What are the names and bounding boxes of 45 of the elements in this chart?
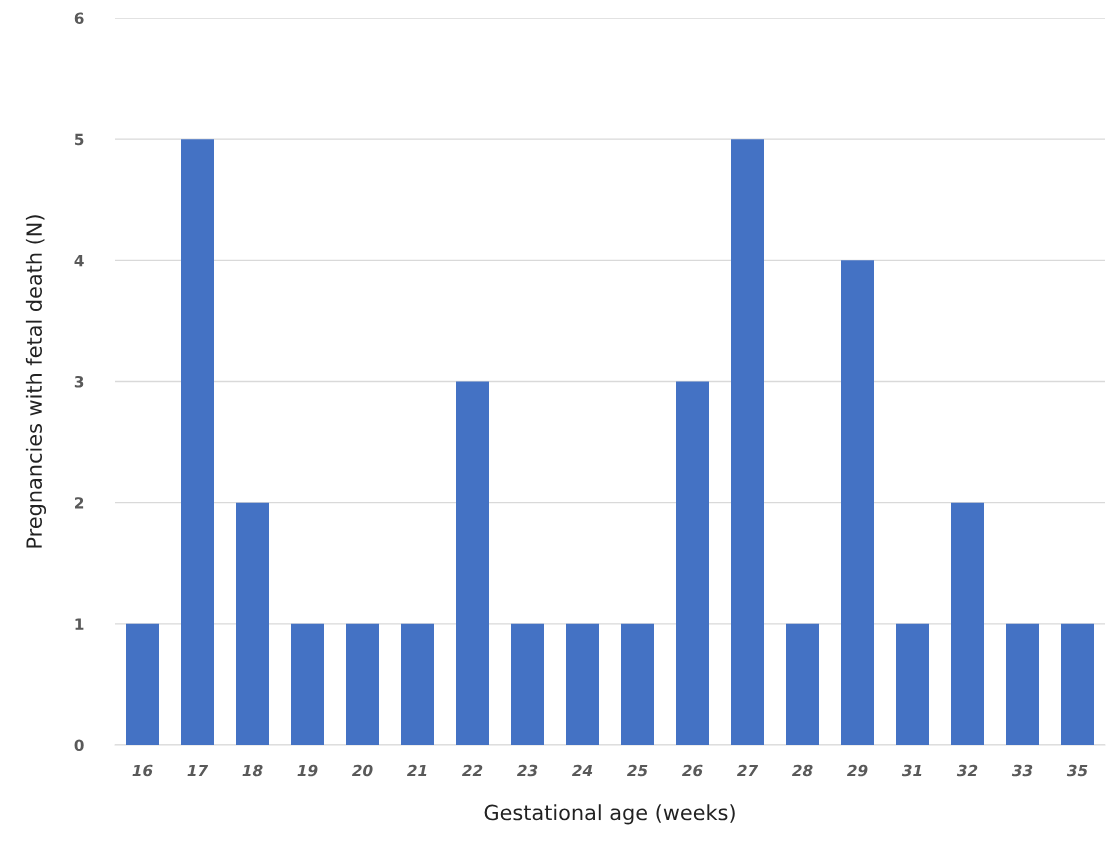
bar <box>236 502 269 745</box>
bar <box>291 623 324 745</box>
x-tick-label: 24 <box>571 764 593 777</box>
x-tick-label: 27 <box>736 764 759 777</box>
bar <box>951 502 984 745</box>
bar <box>181 139 214 745</box>
bar <box>1061 623 1094 745</box>
x-tick-label: 18 <box>242 764 263 777</box>
x-tick-label: 26 <box>681 764 703 777</box>
bar <box>456 381 489 745</box>
bar <box>731 139 764 745</box>
y-tick-label: 6 <box>74 12 84 25</box>
y-tick-label: 1 <box>75 618 84 630</box>
x-tick-label: 25 <box>626 764 648 777</box>
x-tick-label: 33 <box>1011 764 1033 777</box>
bar <box>676 381 709 745</box>
y-axis-title: Pregnancies with fetal death (N) <box>25 215 47 548</box>
bar <box>126 623 159 745</box>
x-tick-label: 16 <box>132 764 153 777</box>
y-tick-label: 3 <box>74 375 84 388</box>
bar <box>1006 623 1039 745</box>
bar <box>346 623 379 745</box>
x-tick-label: 17 <box>187 764 209 777</box>
x-tick-label: 35 <box>1066 764 1088 777</box>
x-tick-label: 28 <box>791 764 813 777</box>
x-tick-label: 20 <box>351 764 373 777</box>
bar <box>566 623 599 745</box>
bar <box>896 623 929 745</box>
bar <box>786 623 819 745</box>
x-tick-label: 23 <box>516 764 538 777</box>
bar <box>511 623 544 745</box>
bar <box>401 623 434 745</box>
x-tick-label: 21 <box>406 764 427 777</box>
bar <box>841 260 874 745</box>
x-tick-label: 31 <box>901 764 922 777</box>
x-tick-label: 22 <box>461 764 483 777</box>
y-tick-label: 0 <box>74 739 84 752</box>
x-tick-label: 29 <box>846 764 868 777</box>
bar <box>621 623 654 745</box>
x-tick-label: 32 <box>956 764 978 777</box>
y-tick-label: 2 <box>75 497 84 509</box>
x-tick-label: 19 <box>297 764 318 777</box>
y-tick-label: 5 <box>74 133 84 146</box>
x-axis-title: Gestational age (weeks) <box>484 804 735 825</box>
y-tick-label: 4 <box>74 255 84 267</box>
